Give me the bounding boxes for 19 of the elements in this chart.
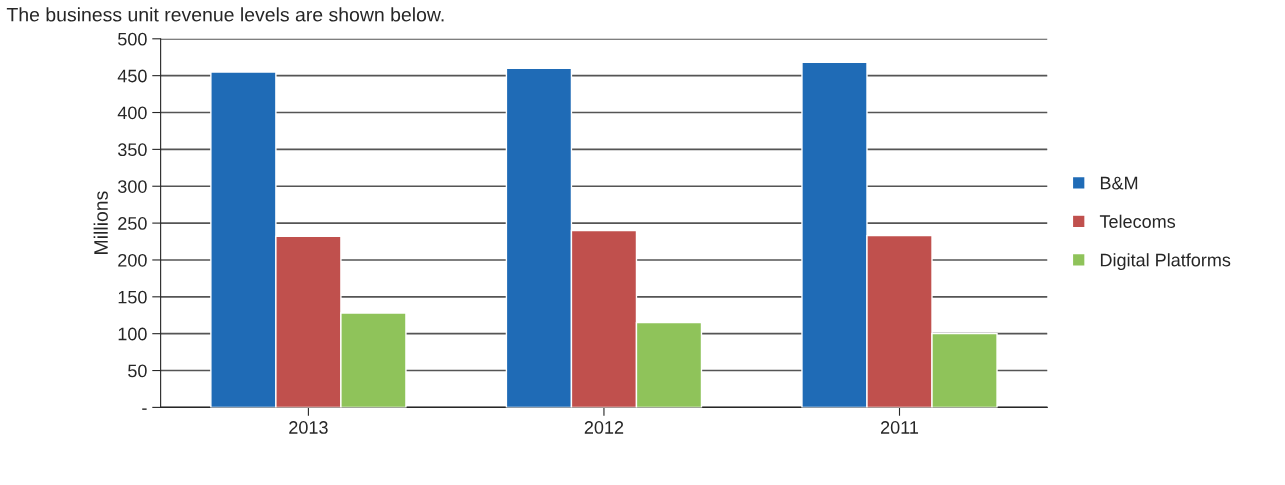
- y-tick-label: 350: [118, 143, 147, 157]
- chart-title: The business unit revenue levels are shown below.: [6, 7, 444, 22]
- y-tick-label: 100: [118, 327, 147, 341]
- legend-label: Telecoms: [1099, 214, 1176, 228]
- y-tick-label: 500: [118, 32, 147, 46]
- y-tick-label: 450: [117, 69, 147, 83]
- legend-label: Digital Platforms: [1100, 253, 1231, 271]
- x-tick-label: 2011: [880, 421, 919, 434]
- y-tick-label: -: [142, 408, 147, 410]
- y-tick-label: 50: [128, 364, 147, 378]
- y-tick-label: 300: [118, 180, 147, 193]
- y-tick-label: 400: [117, 106, 147, 120]
- legend-label: B&M: [1100, 176, 1138, 190]
- y-tick-label: 200: [118, 253, 147, 267]
- x-tick-label: 2012: [584, 421, 624, 434]
- y-axis-title: Millions: [93, 191, 108, 254]
- x-tick-label: 2013: [289, 421, 328, 434]
- y-tick-label: 150: [118, 290, 147, 304]
- y-tick-label: 250: [118, 217, 147, 230]
